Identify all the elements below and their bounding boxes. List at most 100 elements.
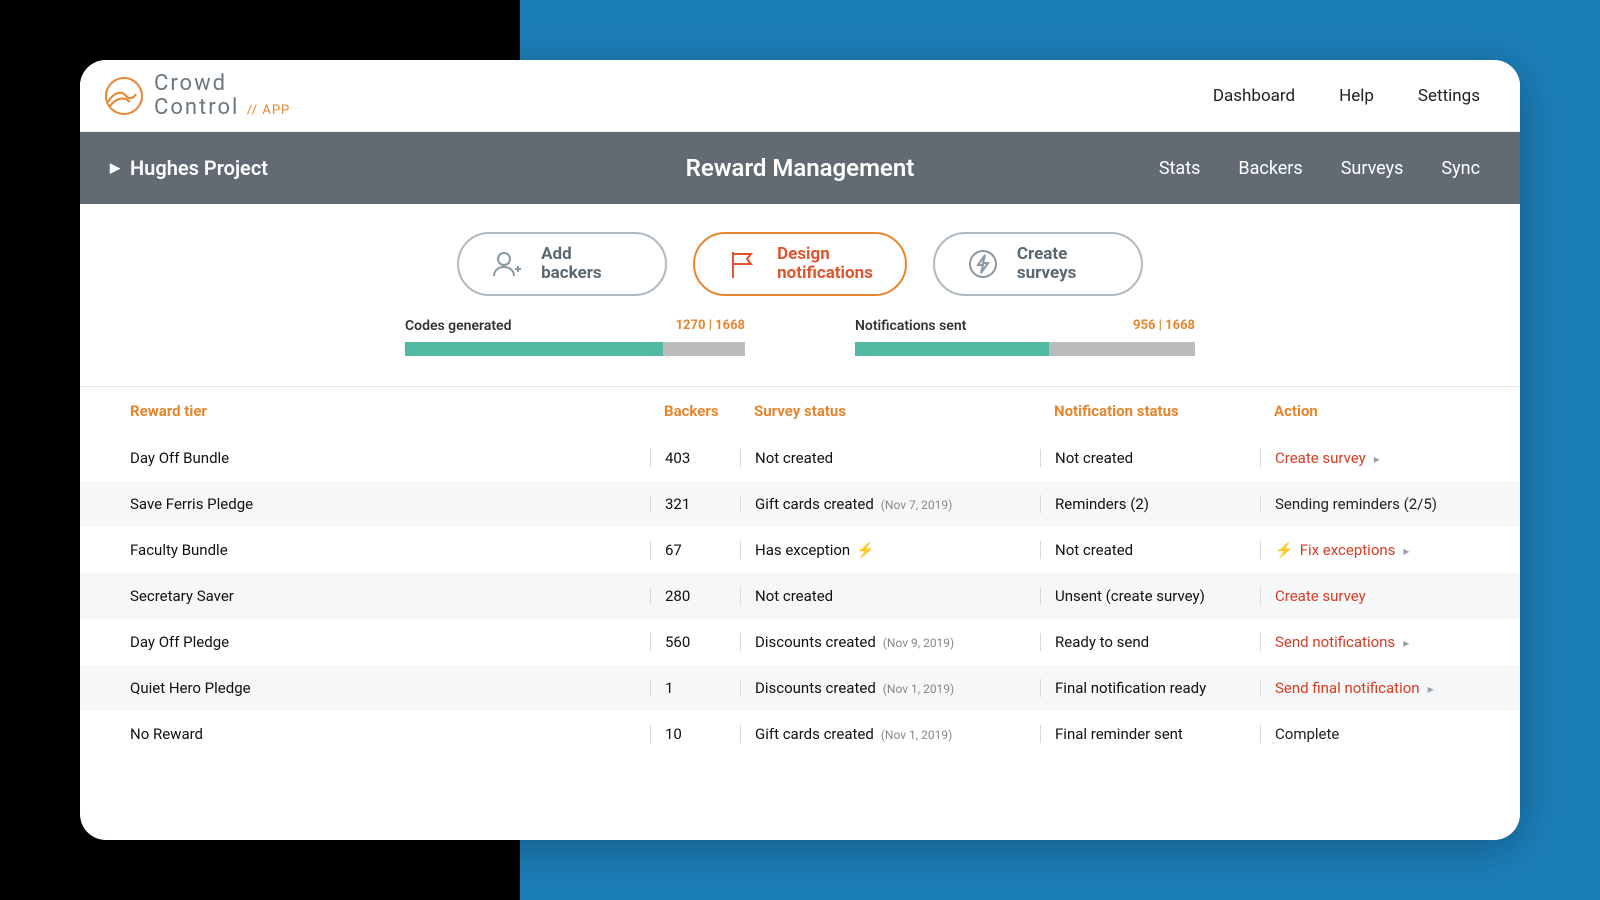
progress-bar: [855, 342, 1195, 356]
topnav: Dashboard Help Settings: [1213, 86, 1480, 106]
survey-date: (Nov 1, 2019): [880, 682, 954, 696]
col-backers: Backers: [650, 402, 740, 420]
stat-label: Notifications sent: [855, 318, 966, 334]
topnav-settings[interactable]: Settings: [1418, 86, 1480, 106]
create-surveys-button[interactable]: Create surveys: [933, 232, 1143, 296]
stat-label: Codes generated: [405, 318, 511, 334]
cell-notification-status: Final reminder sent: [1040, 725, 1260, 743]
cell-notification-status: Not created: [1040, 541, 1260, 559]
cell-backers: 1: [650, 679, 740, 697]
user-plus-icon: [491, 248, 523, 280]
exception-bolt-icon: ⚡: [1275, 541, 1294, 559]
table-row: Quiet Hero Pledge1Discounts created (Nov…: [80, 665, 1520, 711]
action-label: Fix exceptions: [1300, 541, 1396, 559]
topnav-dashboard[interactable]: Dashboard: [1213, 86, 1295, 106]
page-title: Reward Management: [686, 154, 915, 182]
stat-codes-generated: Codes generated 1270 | 1668: [405, 318, 745, 356]
brand-line2: Control // APP: [154, 96, 290, 119]
project-bar: ▶ Hughes Project Reward Management Stats…: [80, 132, 1520, 204]
cell-backers: 403: [650, 449, 740, 467]
projectnav-stats[interactable]: Stats: [1159, 158, 1201, 179]
projectnav-surveys[interactable]: Surveys: [1341, 158, 1404, 179]
wave-logo-icon: [104, 76, 144, 116]
cell-tier: Quiet Hero Pledge: [130, 679, 650, 697]
cell-backers: 321: [650, 495, 740, 513]
cell-action: Sending reminders (2/5): [1260, 495, 1470, 513]
table-row: Day Off Pledge560Discounts created (Nov …: [80, 619, 1520, 665]
cell-survey-status: Discounts created (Nov 1, 2019): [740, 679, 1040, 697]
cell-tier: Save Ferris Pledge: [130, 495, 650, 513]
action-label: Send final notification: [1275, 679, 1420, 697]
cell-survey-status: Not created: [740, 449, 1040, 467]
table-header: Reward tier Backers Survey status Notifi…: [80, 387, 1520, 435]
table-row: Faculty Bundle67Has exception⚡Not create…: [80, 527, 1520, 573]
rewards-table: Reward tier Backers Survey status Notifi…: [80, 386, 1520, 757]
cell-tier: Faculty Bundle: [130, 541, 650, 559]
action-label: Sending reminders (2/5): [1275, 495, 1437, 513]
project-nav: Stats Backers Surveys Sync: [1159, 158, 1480, 179]
survey-date: (Nov 1, 2019): [878, 728, 952, 742]
col-notification-status: Notification status: [1040, 402, 1260, 420]
cell-action[interactable]: ⚡ Fix exceptions ▸: [1260, 541, 1470, 559]
projectnav-backers[interactable]: Backers: [1238, 158, 1302, 179]
cell-action[interactable]: Send final notification ▸: [1260, 679, 1470, 697]
cell-backers: 67: [650, 541, 740, 559]
stat-count: 956 | 1668: [1133, 318, 1195, 334]
add-backers-button[interactable]: Add backers: [457, 232, 667, 296]
app-window: Crowd Control // APP Dashboard Help Sett…: [80, 60, 1520, 840]
chevron-right-icon: ▸: [1374, 452, 1380, 466]
col-reward-tier: Reward tier: [130, 402, 650, 420]
cell-notification-status: Reminders (2): [1040, 495, 1260, 513]
action-label: Create survey: [1275, 587, 1366, 605]
cell-action[interactable]: Create survey ▸: [1260, 449, 1470, 467]
brand-line1: Crowd: [154, 72, 290, 95]
cell-backers: 280: [650, 587, 740, 605]
cell-survey-status: Not created: [740, 587, 1040, 605]
stat-notifications-sent: Notifications sent 956 | 1668: [855, 318, 1195, 356]
cell-survey-status: Gift cards created (Nov 7, 2019): [740, 495, 1040, 513]
cell-survey-status: Has exception⚡: [740, 541, 1040, 559]
action-pills: Add backers Design notifications Create …: [80, 204, 1520, 318]
chevron-right-icon: ▸: [1428, 682, 1434, 696]
cell-notification-status: Ready to send: [1040, 633, 1260, 651]
stat-count: 1270 | 1668: [676, 318, 745, 334]
cell-backers: 560: [650, 633, 740, 651]
survey-date: (Nov 7, 2019): [878, 498, 952, 512]
action-label: Create survey: [1275, 449, 1366, 467]
flag-icon: [727, 248, 759, 280]
action-label: Complete: [1275, 725, 1339, 743]
cell-action[interactable]: Create survey: [1260, 587, 1470, 605]
cell-action: Complete: [1260, 725, 1470, 743]
projectnav-sync[interactable]: Sync: [1441, 158, 1480, 179]
progress-bar: [405, 342, 745, 356]
brand-app-label: // APP: [247, 103, 290, 118]
cell-survey-status: Gift cards created (Nov 1, 2019): [740, 725, 1040, 743]
chevron-right-icon: ▸: [1403, 636, 1409, 650]
col-action: Action: [1260, 402, 1470, 420]
cell-tier: No Reward: [130, 725, 650, 743]
exception-bolt-icon: ⚡: [856, 541, 875, 559]
project-name-label: Hughes Project: [130, 156, 268, 180]
table-row: Secretary Saver280Not createdUnsent (cre…: [80, 573, 1520, 619]
table-row: Day Off Bundle403Not createdNot createdC…: [80, 435, 1520, 481]
table-row: Save Ferris Pledge321Gift cards created …: [80, 481, 1520, 527]
cell-backers: 10: [650, 725, 740, 743]
cell-survey-status: Discounts created (Nov 9, 2019): [740, 633, 1040, 651]
stats-row: Codes generated 1270 | 1668 Notification…: [80, 318, 1520, 386]
survey-date: (Nov 9, 2019): [880, 636, 954, 650]
cell-notification-status: Not created: [1040, 449, 1260, 467]
cell-tier: Secretary Saver: [130, 587, 650, 605]
lightning-icon: [967, 248, 999, 280]
table-row: No Reward10Gift cards created (Nov 1, 20…: [80, 711, 1520, 757]
design-notifications-button[interactable]: Design notifications: [693, 232, 907, 296]
table-body: Day Off Bundle403Not createdNot createdC…: [80, 435, 1520, 757]
caret-right-icon: ▶: [110, 161, 120, 176]
cell-tier: Day Off Bundle: [130, 449, 650, 467]
brand: Crowd Control // APP: [104, 72, 290, 118]
topnav-help[interactable]: Help: [1339, 86, 1374, 106]
cell-action[interactable]: Send notifications ▸: [1260, 633, 1470, 651]
project-selector[interactable]: ▶ Hughes Project: [110, 156, 268, 180]
chevron-right-icon: ▸: [1403, 544, 1409, 558]
cell-tier: Day Off Pledge: [130, 633, 650, 651]
action-label: Send notifications: [1275, 633, 1395, 651]
